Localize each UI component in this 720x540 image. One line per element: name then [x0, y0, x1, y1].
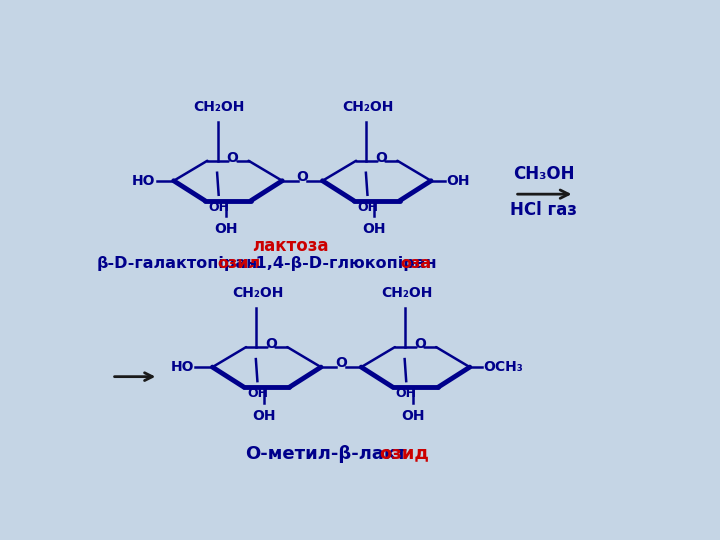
Text: OH: OH [363, 222, 386, 237]
Text: CH₂OH: CH₂OH [233, 286, 284, 300]
Text: OH: OH [396, 387, 417, 400]
Text: β-D-галактопіран: β-D-галактопіран [96, 256, 258, 271]
Text: OH: OH [208, 201, 229, 214]
Text: HCl газ: HCl газ [510, 200, 577, 219]
Text: OCH₃: OCH₃ [484, 360, 523, 374]
Text: CH₂OH: CH₂OH [381, 286, 433, 300]
Text: HO: HO [132, 174, 155, 188]
Text: CH₃OH: CH₃OH [513, 165, 574, 183]
Text: OH: OH [446, 174, 470, 188]
Text: CH₂OH: CH₂OH [194, 100, 245, 114]
Text: HO: HO [171, 360, 194, 374]
Text: OH: OH [214, 222, 238, 237]
Text: OH: OH [253, 409, 276, 423]
Text: O: O [265, 337, 277, 351]
Text: OH: OH [402, 409, 425, 423]
Text: O: O [414, 337, 426, 351]
Text: CH₂OH: CH₂OH [342, 100, 394, 114]
Text: -1,4-β-D-глюкопіран: -1,4-β-D-глюкопіран [249, 256, 436, 271]
Text: O: O [297, 170, 308, 184]
Text: O: O [336, 356, 347, 370]
Text: OH: OH [247, 387, 268, 400]
Text: OH: OH [357, 201, 378, 214]
Text: O: O [226, 151, 238, 165]
Text: озид: озид [379, 444, 429, 463]
Text: О-метил-β-лакт: О-метил-β-лакт [245, 444, 407, 463]
Text: лактоза: лактоза [252, 237, 328, 255]
Text: озил: озил [218, 256, 261, 271]
Text: O: O [375, 151, 387, 165]
Text: оза: оза [401, 256, 432, 271]
